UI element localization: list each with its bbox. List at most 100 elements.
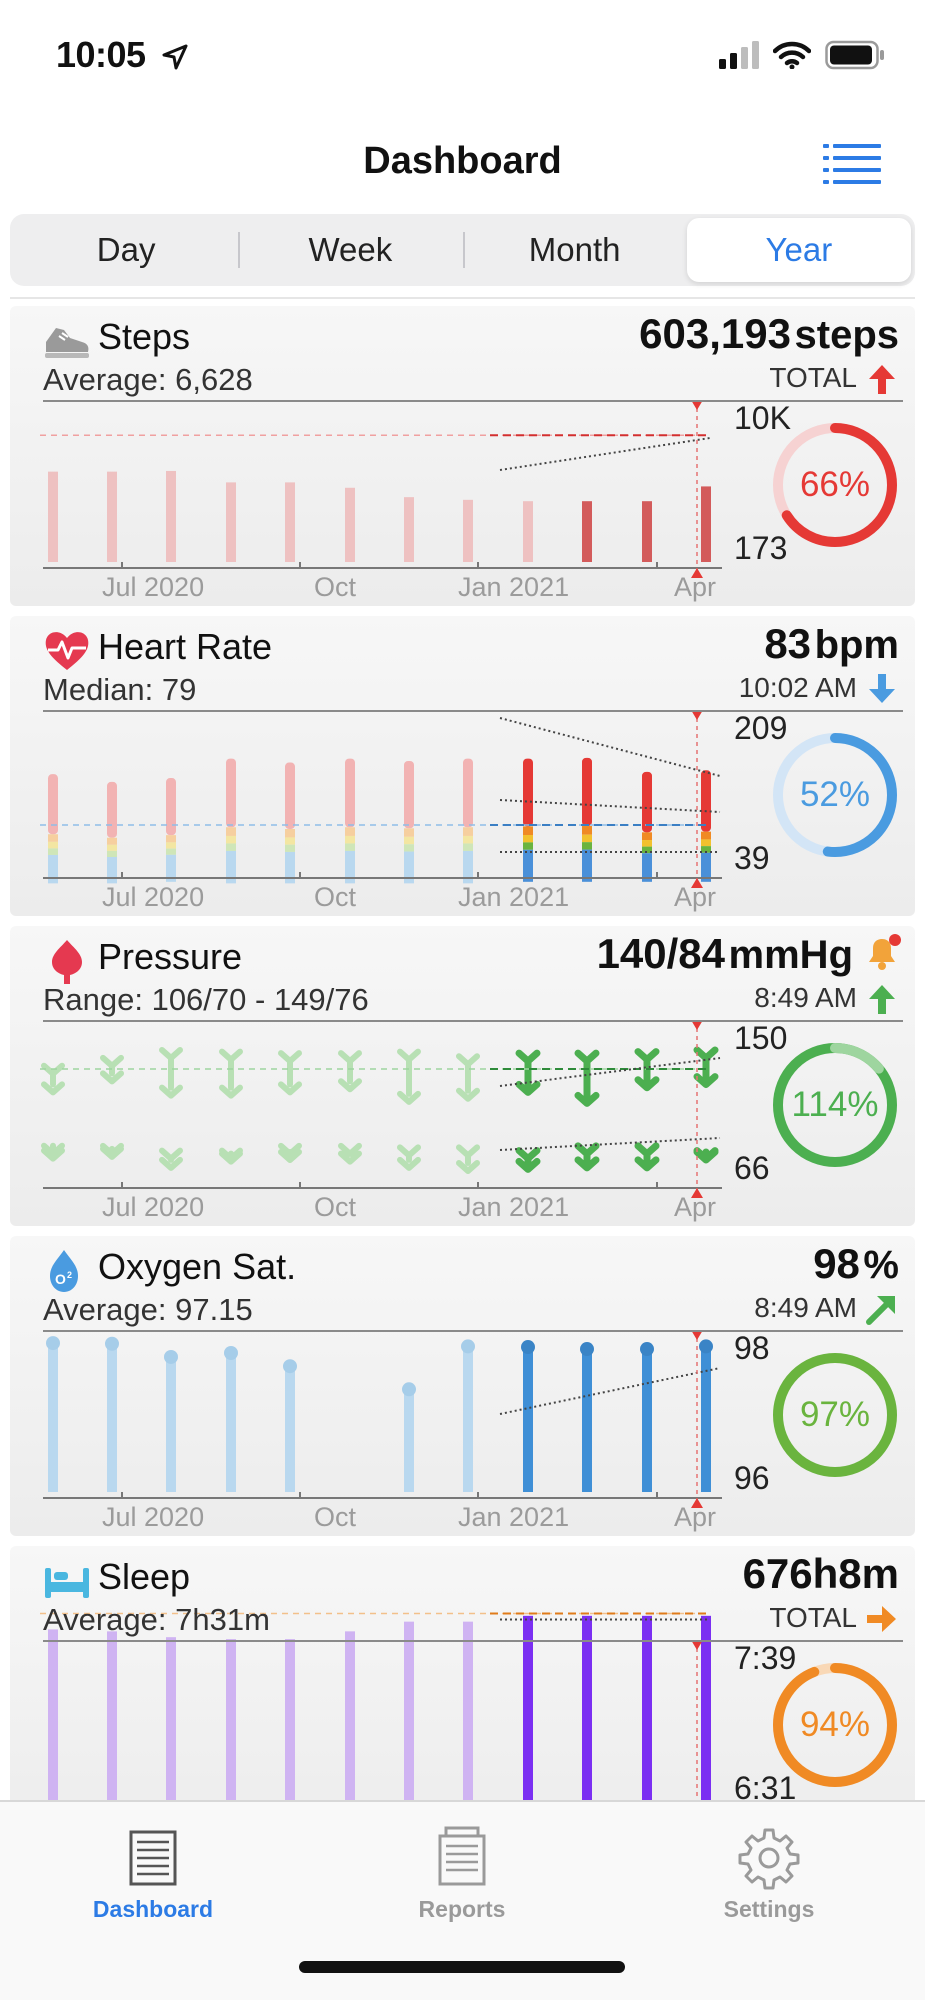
list-menu-button[interactable] [823, 140, 883, 184]
lollipop-stem [404, 1389, 414, 1492]
range-bar-segment [345, 758, 355, 828]
range-bar-segment [642, 846, 652, 854]
bar [701, 486, 711, 562]
bar [107, 1631, 117, 1846]
value-number: 603,193 [639, 310, 791, 357]
bar [582, 1615, 592, 1846]
bar [166, 1637, 176, 1846]
bar [642, 501, 652, 562]
systolic-range-mark [159, 1047, 183, 1099]
lollipop-dot [283, 1359, 297, 1374]
range-bar-segment [404, 760, 414, 829]
range-bar-segment [226, 827, 236, 836]
tab-dashboard[interactable]: Dashboard [53, 1826, 253, 1923]
range-bar-segment [463, 850, 473, 884]
bell-alert-icon[interactable] [861, 932, 903, 974]
pressure-chart [40, 1020, 722, 1198]
bar [285, 482, 295, 562]
segment-day[interactable]: Day [96, 231, 156, 268]
status-time: 10:05 [56, 34, 146, 75]
arrow-right-icon [867, 1606, 896, 1632]
tab-label: Settings [723, 1896, 815, 1922]
steps-card[interactable]: Steps Average: 6,628 603,193 steps TOTAL… [10, 306, 915, 606]
range-bar-segment [166, 778, 176, 836]
today-marker-bottom [691, 568, 703, 578]
arrow-up-right-icon [866, 1296, 895, 1325]
trend-line [499, 1057, 721, 1087]
segment-week[interactable]: Week [238, 218, 462, 282]
diastolic-range-mark [338, 1142, 362, 1165]
range-bar-segment [523, 842, 533, 850]
bar [345, 1631, 355, 1846]
card-title: Heart Rate [98, 626, 273, 667]
oxygen-card[interactable]: O 2 Oxygen Sat. Average: 97.15 98 % 8:49… [10, 1236, 915, 1536]
pressure-card[interactable]: Pressure Range: 106/70 - 149/76 140/84 m… [10, 926, 915, 1226]
segment-year[interactable]: Year [686, 218, 911, 282]
diastolic-range-mark [278, 1142, 302, 1163]
lollipop-stem [48, 1343, 58, 1492]
range-bar-segment [166, 848, 176, 855]
value-unit: mmHg [728, 933, 853, 977]
lollipop-stem [463, 1346, 473, 1492]
home-indicator [299, 1961, 625, 1973]
heart-icon [45, 632, 89, 670]
x-label: Jan 2021 [458, 1192, 570, 1222]
card-subtitle: Average: 6,628 [43, 362, 253, 397]
bar [642, 1615, 652, 1846]
lollipop-stem [642, 1349, 652, 1492]
card-subtitle: Average: 7h31m [43, 1602, 270, 1637]
card-subtitle: Average: 97.15 [43, 1292, 253, 1327]
bar [701, 550, 711, 562]
tab-reports[interactable]: Reports [362, 1826, 562, 1923]
bar [48, 1629, 58, 1846]
gear-icon [738, 1828, 800, 1890]
range-bar-segment [166, 854, 176, 882]
range-bar-segment [285, 762, 295, 829]
range-bar-segment [582, 842, 592, 850]
range-bar-segment [404, 844, 414, 852]
range-bar-segment [404, 836, 414, 845]
range-bar-segment [642, 840, 652, 847]
tab-settings[interactable]: Settings [669, 1826, 869, 1923]
diastolic-range-mark [159, 1147, 183, 1171]
period-segmented-control: Day Week Month Year [10, 214, 915, 286]
range-bar-segment [107, 850, 117, 857]
sleep-card[interactable]: Sleep Average: 7h31m 676h8m TOTAL 7:39 6… [10, 1546, 915, 1846]
range-bar-segment [404, 851, 414, 884]
lollipop-dot [46, 1336, 60, 1351]
svg-text:O: O [55, 1271, 66, 1287]
today-marker-top [691, 1020, 703, 1030]
percent-label: 114% [791, 1085, 879, 1124]
diastolic-range-mark [41, 1142, 65, 1162]
range-low: 39 [734, 840, 770, 876]
systolic-range-mark [338, 1050, 362, 1093]
percent-label: 66% [799, 465, 871, 504]
sleep-chart [40, 1612, 711, 1846]
bar [48, 471, 58, 562]
range-bar-segment [226, 850, 236, 884]
card-value: 83 bpm [764, 620, 899, 668]
lollipop-stem [701, 1346, 711, 1492]
card-title: Sleep [98, 1556, 191, 1597]
bar [226, 1639, 236, 1846]
systolic-range-mark [693, 1046, 719, 1089]
card-meta: 10:02 AM [738, 672, 857, 703]
range-high: 7:39 [734, 1640, 797, 1676]
range-bar-segment [345, 827, 355, 836]
lollipop-dot [699, 1339, 713, 1354]
wifi-icon [773, 41, 811, 69]
heart-rate-card[interactable]: Heart Rate Median: 79 83 bpm 10:02 AM 20… [10, 616, 915, 916]
range-bar-segment [285, 828, 295, 838]
progress-ring [773, 423, 897, 547]
progress-ring [773, 1043, 897, 1167]
range-bar-segment [48, 848, 58, 855]
bar [107, 471, 117, 562]
percent-label: 94% [799, 1705, 871, 1744]
bar [404, 497, 414, 562]
lollipop-dot [640, 1342, 654, 1357]
range-bar-segment [285, 844, 295, 852]
range-bar-segment [404, 828, 414, 837]
x-label: Jan 2021 [458, 882, 570, 912]
segment-month[interactable]: Month [462, 218, 687, 282]
today-marker-bottom [691, 1188, 703, 1198]
